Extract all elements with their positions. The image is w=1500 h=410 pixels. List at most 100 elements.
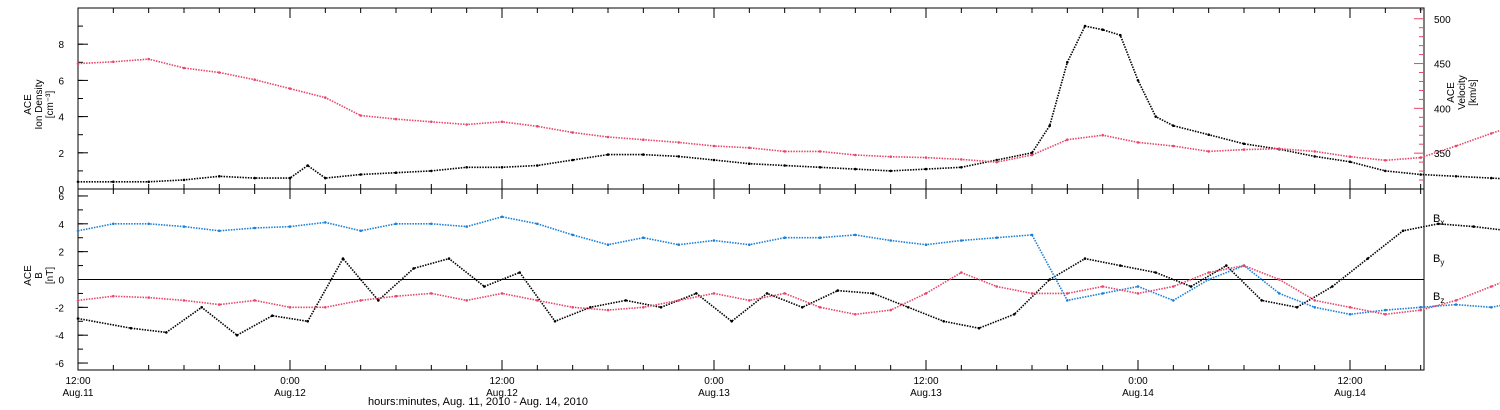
point-by [642,236,645,239]
x-axis-title: hours:minutes, Aug. 11, 2010 - Aug. 14, … [368,396,588,408]
point-bz [394,294,398,298]
point-bx [165,331,168,334]
point-density [924,167,928,171]
point-density [1348,160,1352,164]
point-density [394,171,398,174]
point-bx [1083,257,1087,260]
point-density [677,155,680,158]
point-density [889,169,892,173]
point-velocity [1136,141,1140,144]
point-density [1119,33,1122,37]
point-density [571,158,574,162]
axis-label-line: [nT] [45,267,56,284]
left-tick-label: -2 [55,303,64,314]
point-by [1278,292,1281,295]
point-by [394,222,398,226]
point-bz [1172,285,1175,288]
point-density [359,173,363,176]
point-velocity [1242,148,1246,151]
point-density [1048,124,1051,127]
point-velocity [76,62,80,65]
point-by [571,233,574,237]
right-tick-label: 350 [1434,149,1451,160]
legend-name: B [1433,213,1440,225]
legend-subscript: y [1440,258,1444,267]
point-by [924,243,928,246]
point-bz [818,306,822,309]
x-tick-time: 12:00 [913,376,938,387]
point-by [677,243,680,246]
point-density [147,180,150,184]
point-velocity [536,125,539,128]
point-velocity [783,150,786,153]
point-bx [483,285,486,288]
point-density [500,166,504,169]
point-by [606,243,610,246]
point-velocity [288,87,292,90]
point-by [854,233,857,237]
point-velocity [960,158,963,161]
left-tick-label: 2 [58,248,64,259]
point-velocity [889,155,892,158]
bottom-left-axis: -6 -4 -2 0 2 4 6 [55,192,88,370]
point-by [889,239,892,242]
point-bz [182,299,186,302]
point-velocity [748,146,751,150]
point-density [218,175,221,178]
point-bz [1101,285,1104,288]
point-bx [1225,264,1228,267]
point-by [995,236,998,239]
left-tick-label: 2 [58,149,64,160]
point-bx [1437,222,1440,226]
point-density [112,180,115,184]
point-bx [624,299,627,302]
point-bx [377,299,380,302]
point-density [1490,176,1493,180]
point-bz [642,306,645,309]
point-bz [1278,278,1281,281]
point-density [606,153,610,156]
point-velocity [1454,144,1458,148]
x-tick-date: Aug.14 [1334,388,1366,399]
point-bz [465,299,469,302]
point-bz [677,299,680,302]
point-velocity [1348,155,1352,158]
legend-name: B [1433,253,1440,265]
point-bz [1419,308,1422,312]
left-tick-label: 6 [58,76,64,87]
point-velocity [147,57,150,61]
point-by [1454,303,1458,306]
point-by [182,225,186,228]
point-bz [536,299,539,302]
point-by [218,229,221,233]
point-density [1154,115,1157,118]
legend-subscript: x [1440,218,1444,227]
point-by [1030,233,1034,237]
point-bx [730,320,733,323]
point-bz [889,308,892,312]
point-by [783,236,786,239]
bottom-left-axis-label: ACEB[nT] [23,265,56,286]
left-tick-label: 8 [58,40,64,51]
point-bx [907,306,910,309]
point-bz [571,306,574,309]
point-density [995,158,998,162]
point-bz [324,306,327,309]
point-bz [288,306,292,309]
left-tick-label: -4 [55,331,64,342]
point-bx [447,257,451,260]
point-density [1419,173,1422,176]
left-tick-label: 4 [58,113,64,124]
point-bz [1066,292,1069,295]
point-density [536,164,539,167]
point-bx [271,314,274,318]
point-bz [359,299,363,302]
right-tick-label: 400 [1434,104,1451,115]
point-velocity [571,131,574,134]
legend-bx: Bx [1433,213,1444,227]
point-density [748,162,751,165]
point-density [1101,28,1104,32]
point-velocity [324,96,327,99]
